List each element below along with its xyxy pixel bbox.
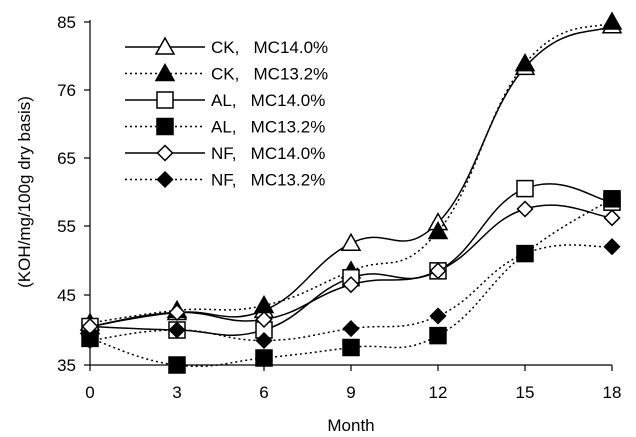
legend-entry: CK, MC14.0% bbox=[125, 36, 328, 57]
data-point bbox=[168, 303, 186, 322]
series bbox=[81, 200, 621, 336]
x-tick-label: 18 bbox=[603, 383, 622, 402]
data-point bbox=[429, 307, 447, 325]
legend-marker bbox=[154, 62, 176, 82]
data-point bbox=[342, 338, 360, 357]
legend-entry: CK, MC13.2% bbox=[125, 62, 328, 84]
x-tick-label: 12 bbox=[429, 383, 448, 402]
legend-entry: NF, MC14.0% bbox=[125, 144, 325, 163]
data-point bbox=[168, 321, 186, 339]
series-group bbox=[79, 11, 623, 374]
y-tick-label: 85 bbox=[57, 13, 76, 32]
legend-marker bbox=[154, 36, 176, 55]
legend-label: AL, MC13.2% bbox=[211, 118, 325, 137]
y-tick-label: 55 bbox=[57, 217, 76, 236]
legend-entry: AL, MC13.2% bbox=[125, 118, 325, 137]
data-point bbox=[427, 220, 449, 240]
y-tick-label: 65 bbox=[57, 149, 76, 168]
tick-labels: 0 3 6 9 12 15 18 35 45 55 65 76 85 bbox=[57, 13, 621, 402]
data-point bbox=[342, 320, 360, 338]
series bbox=[81, 238, 621, 350]
data-point bbox=[255, 331, 273, 350]
x-axis-title: Month bbox=[327, 416, 374, 435]
legend-entry: AL, MC14.0% bbox=[125, 91, 325, 110]
data-point bbox=[255, 349, 273, 367]
data-point bbox=[603, 190, 621, 208]
y-tick-label: 45 bbox=[57, 286, 76, 305]
data-point bbox=[81, 331, 99, 350]
x-tick-label: 15 bbox=[516, 383, 535, 402]
data-point bbox=[516, 179, 534, 198]
legend-label: CK, MC14.0% bbox=[211, 38, 328, 57]
data-point bbox=[514, 53, 536, 72]
ticks bbox=[84, 21, 613, 371]
y-axis-title: (KOH/mg/100g dry basis) bbox=[15, 96, 34, 288]
x-tick-label: 0 bbox=[85, 383, 94, 402]
legend-marker bbox=[156, 170, 174, 189]
data-point bbox=[516, 200, 534, 218]
x-tick-label: 6 bbox=[259, 383, 268, 402]
legend-marker bbox=[156, 144, 174, 162]
x-tick-label: 3 bbox=[172, 383, 181, 402]
y-tick-label: 35 bbox=[57, 356, 76, 375]
y-tick-label: 76 bbox=[57, 81, 76, 100]
data-point bbox=[603, 238, 621, 256]
data-point bbox=[429, 326, 447, 345]
data-point bbox=[342, 276, 360, 294]
x-tick-label: 9 bbox=[346, 383, 355, 402]
legend-marker bbox=[156, 91, 174, 109]
legend-label: NF, MC13.2% bbox=[211, 171, 325, 190]
legend: CK, MC14.0% CK, MC13.2% AL, MC14.0% AL, MC1… bbox=[125, 36, 328, 190]
legend-entry: NF, MC13.2% bbox=[125, 171, 325, 190]
data-point bbox=[255, 310, 273, 329]
data-point bbox=[603, 209, 621, 227]
legend-marker bbox=[156, 117, 174, 136]
legend-label: CK, MC13.2% bbox=[211, 65, 328, 84]
data-point bbox=[340, 232, 362, 252]
data-point bbox=[168, 356, 186, 374]
data-point bbox=[601, 11, 623, 30]
data-point bbox=[516, 245, 534, 263]
data-point bbox=[429, 262, 447, 280]
legend-label: AL, MC14.0% bbox=[211, 91, 325, 110]
legend-label: NF, MC14.0% bbox=[211, 144, 325, 163]
